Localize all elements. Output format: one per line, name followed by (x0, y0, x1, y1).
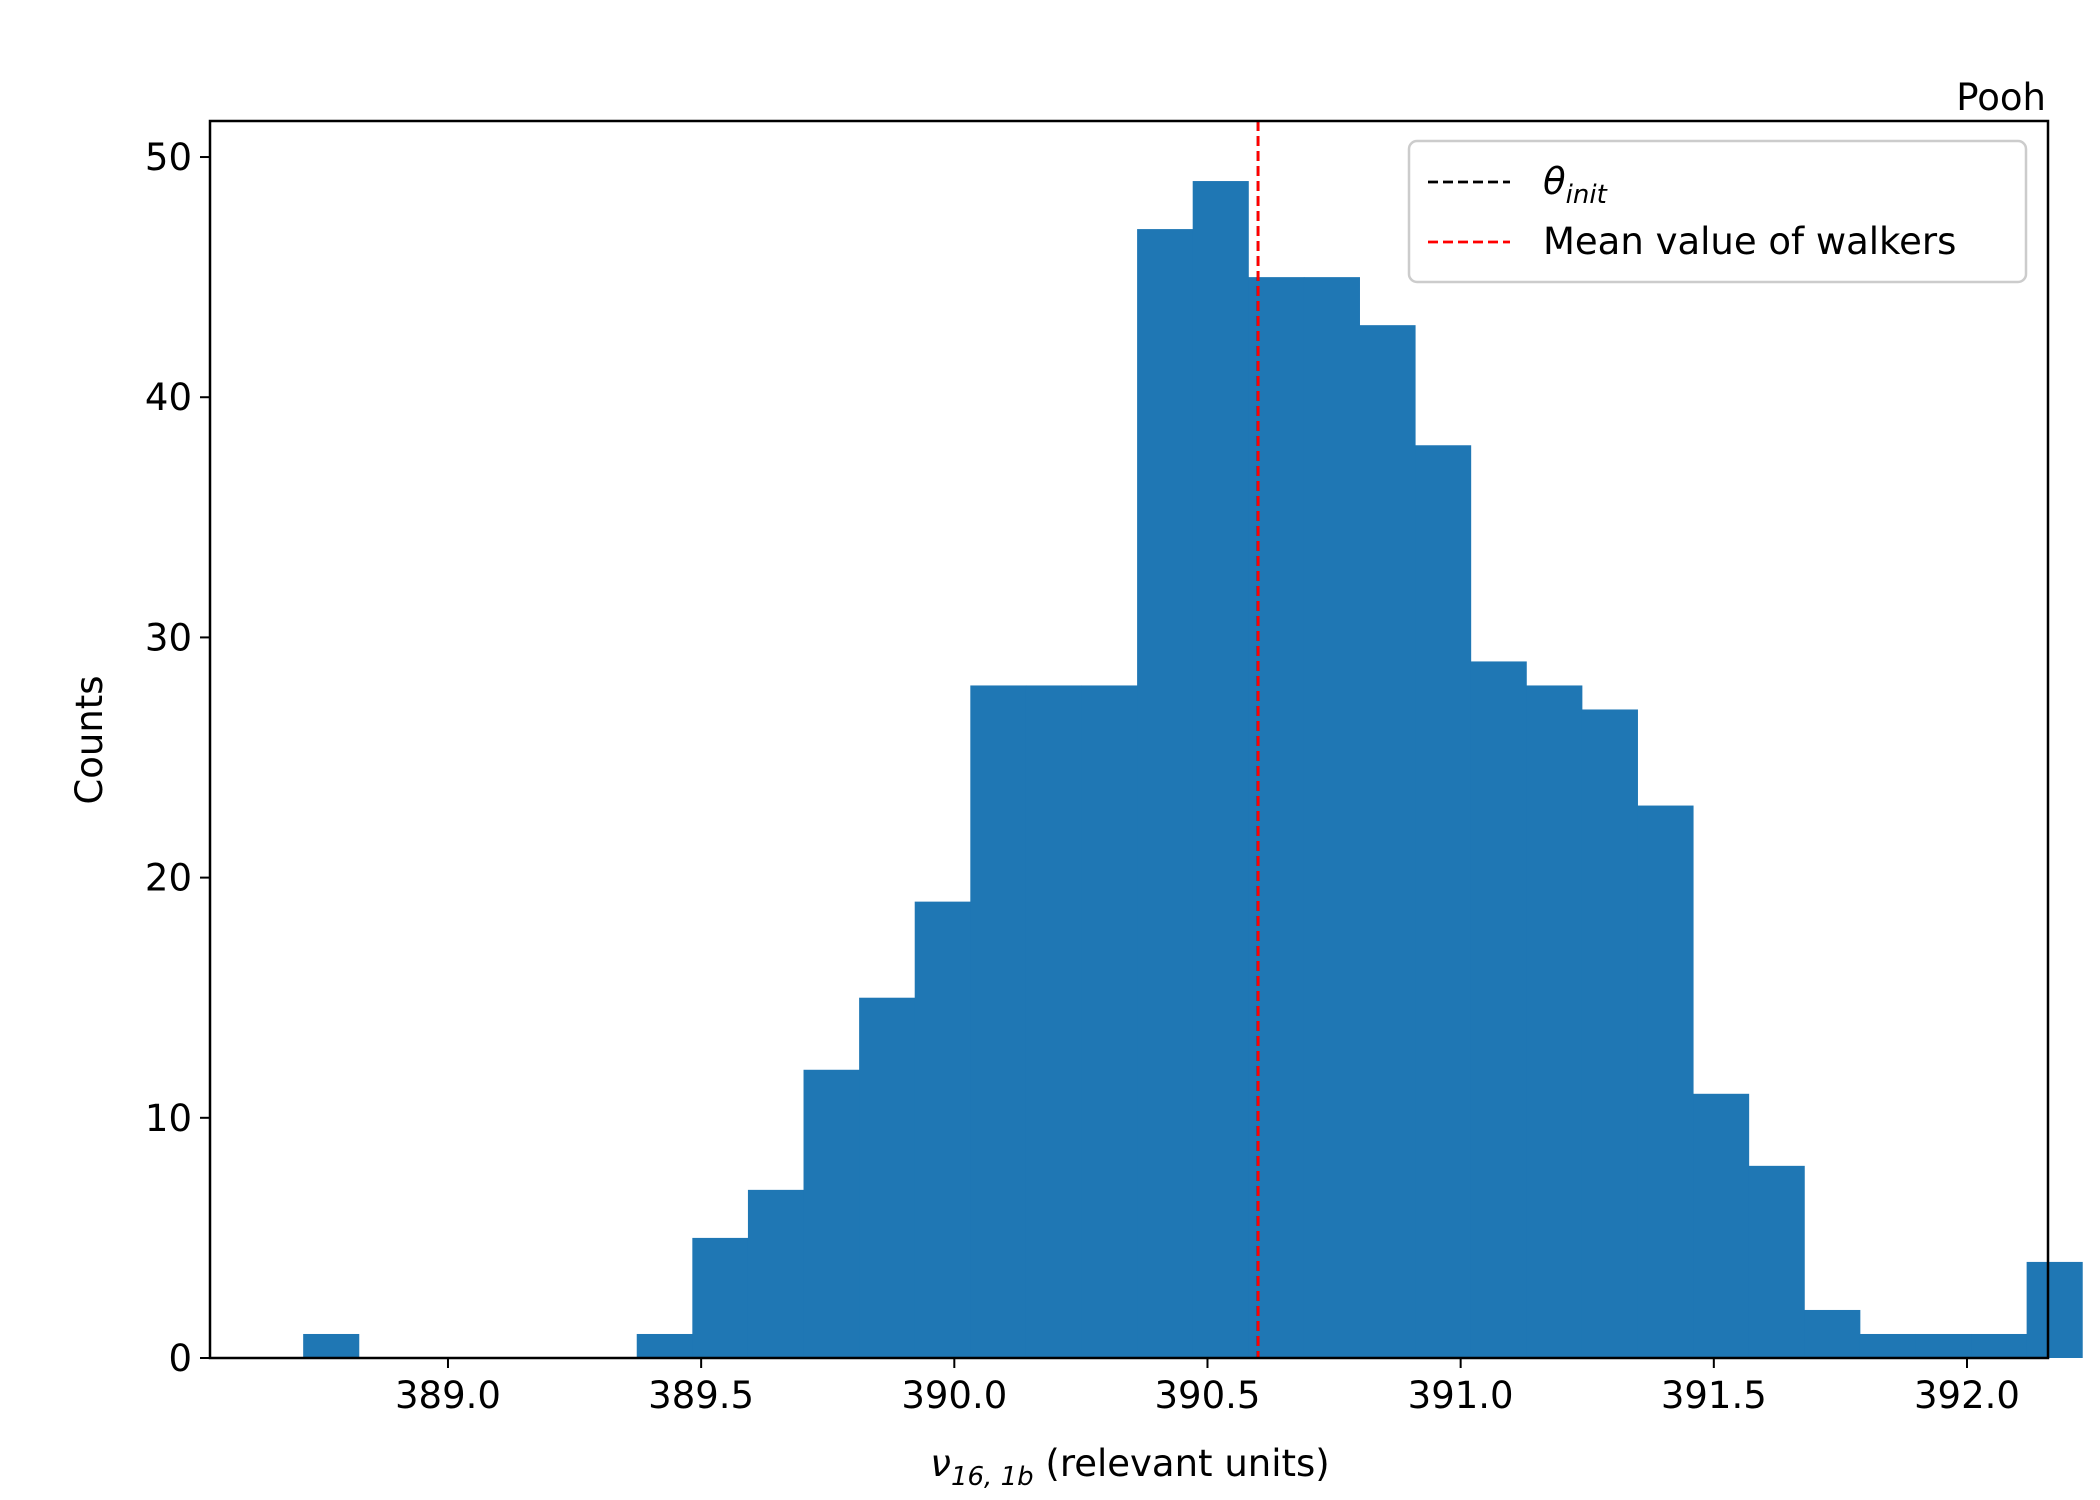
histogram-bar (692, 1237, 749, 1358)
histogram-bar (1637, 805, 1694, 1358)
x-tick-label: 391.0 (1408, 1374, 1514, 1417)
legend-box (1407, 139, 2028, 284)
histogram-bar (1248, 277, 1305, 1358)
x-axis-label-subscript: 16, 1b (951, 1462, 1034, 1492)
y-tick-label: 40 (145, 376, 192, 419)
y-axis-label: Counts (68, 675, 111, 804)
histogram-bar (1303, 277, 1360, 1358)
x-tick-label: 391.5 (1661, 1374, 1767, 1417)
histogram-bar (970, 685, 1027, 1358)
histogram-bar (1804, 1309, 1861, 1358)
x-tick-label: 390.5 (1155, 1374, 1261, 1417)
histogram-bar (1581, 709, 1638, 1358)
histogram-bar (1971, 1333, 2028, 1358)
histogram-bar (914, 901, 971, 1358)
histogram-bar (803, 1069, 860, 1358)
histogram-bar (1025, 685, 1083, 1358)
legend-label-theta-init: θinit (1543, 160, 1608, 210)
histogram-bar (303, 1333, 360, 1358)
histogram-bar (747, 1189, 805, 1358)
y-tick-label: 50 (145, 136, 192, 179)
histogram-bars (303, 181, 2083, 1358)
histogram-bar (859, 997, 916, 1358)
histogram-bar (1359, 325, 1416, 1358)
legend-label-mean-walkers: Mean value of walkers (1543, 220, 1956, 263)
y-tick-label: 10 (145, 1097, 192, 1140)
histogram-bar (1137, 229, 1194, 1358)
histogram-bar (1748, 1165, 1805, 1358)
y-tick-label: 30 (145, 616, 192, 659)
histogram-bar (1859, 1333, 1916, 1358)
x-axis-label-symbol: ν (930, 1442, 951, 1485)
x-axis-ticks: 389.0 389.5 390.0 390.5 391.0 391.5 392.0 (395, 1358, 2020, 1417)
histogram-bar (1415, 445, 1472, 1358)
x-tick-label: 389.0 (395, 1374, 501, 1417)
histogram-bar (1915, 1333, 1972, 1358)
histogram-bar (1693, 1093, 1750, 1358)
x-axis-label: ν16, 1b (relevant units) (930, 1442, 1329, 1492)
y-tick-label: 0 (168, 1337, 192, 1380)
legend: θinit Mean value of walkers (1407, 139, 2028, 284)
x-tick-label: 390.0 (901, 1374, 1007, 1417)
histogram-bar (1470, 661, 1527, 1358)
axes-frame (208, 119, 2050, 1360)
histogram-bar (2026, 1261, 2083, 1358)
histogram-bar (636, 1333, 693, 1358)
x-tick-label: 392.0 (1914, 1374, 2020, 1417)
y-tick-label: 20 (145, 857, 192, 900)
histogram-bar (1526, 685, 1583, 1358)
histogram-bar (1081, 685, 1138, 1358)
x-axis-label-text: (relevant units) (1034, 1442, 1330, 1485)
histogram-bar (1192, 181, 1249, 1358)
corner-label: Pooh (1956, 76, 2046, 119)
y-axis-ticks: 0 10 20 30 40 50 (145, 136, 210, 1380)
x-tick-label: 389.5 (648, 1374, 754, 1417)
